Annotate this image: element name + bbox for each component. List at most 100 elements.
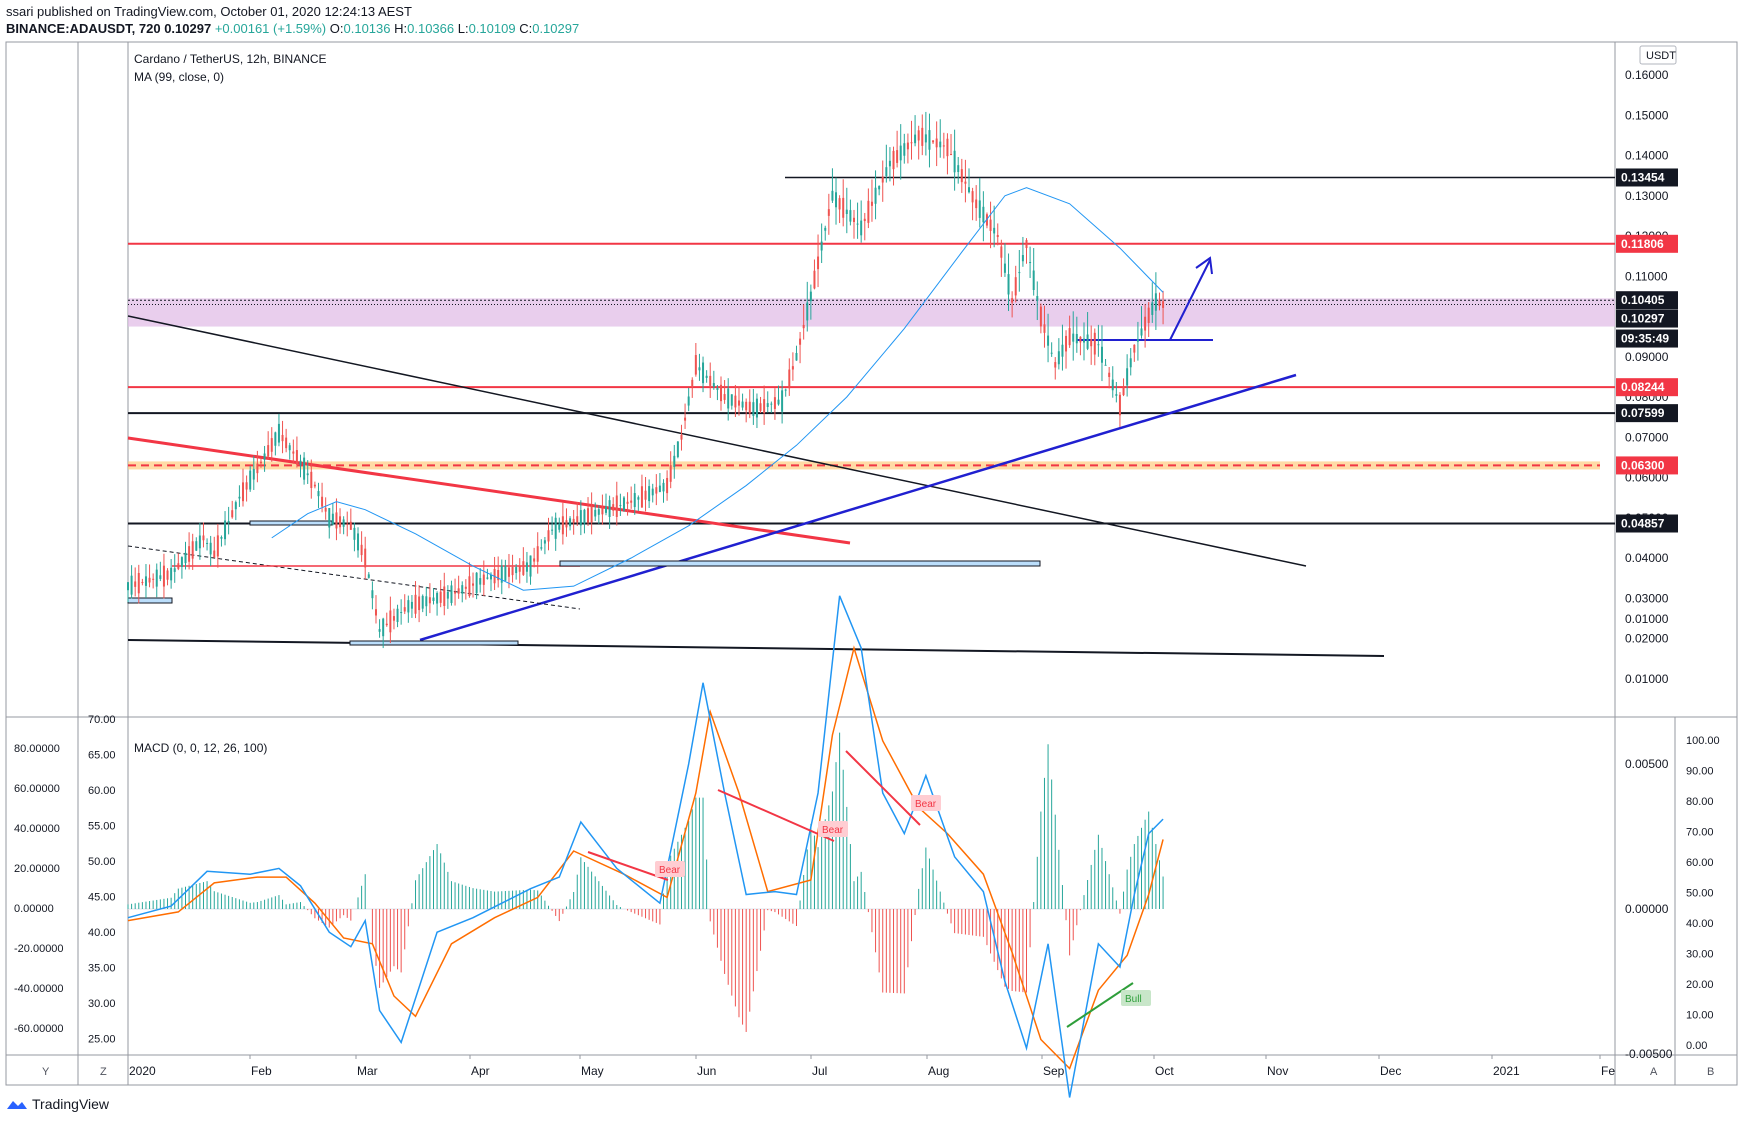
- candle-body: [658, 485, 661, 492]
- candle-body: [303, 457, 306, 480]
- candle-body: [245, 482, 248, 490]
- candle-body: [1032, 270, 1035, 290]
- candles: [127, 111, 1165, 649]
- candle-body: [1061, 344, 1064, 357]
- candle-body: [310, 471, 313, 488]
- candle-body: [874, 187, 877, 204]
- candle-body: [392, 616, 395, 621]
- candle-body: [249, 470, 252, 490]
- price-label-bg: [1616, 309, 1678, 328]
- candle-body: [842, 197, 845, 218]
- a-button[interactable]: A: [1650, 1066, 1658, 1078]
- far-right-axis-tick: 0.00: [1686, 1040, 1707, 1052]
- left-axis-tick-b: 45.00: [88, 892, 116, 904]
- candle-body: [795, 352, 798, 361]
- y-axis-button[interactable]: Y: [42, 1066, 50, 1078]
- bear-divergence-line: [845, 750, 921, 826]
- candle-body: [561, 516, 564, 535]
- open-label: O:: [329, 21, 344, 36]
- candle-body: [353, 527, 356, 540]
- candle-body: [870, 201, 873, 206]
- candle-body: [615, 495, 618, 517]
- z-button[interactable]: Z: [100, 1066, 107, 1078]
- candle-body: [813, 270, 816, 289]
- candle-body: [784, 389, 787, 391]
- price-label-bg: [1616, 456, 1678, 475]
- price-label: 09:35:49: [1621, 332, 1669, 346]
- close-label: C:: [519, 21, 533, 36]
- candle-body: [489, 574, 492, 580]
- candle-body: [950, 153, 953, 155]
- candle-body: [809, 291, 812, 302]
- candle-body: [932, 140, 935, 143]
- price-label: 0.11806: [1621, 237, 1664, 251]
- candle-body: [446, 591, 449, 599]
- last-price: 0.10297: [164, 21, 212, 36]
- bear-label-box: [655, 861, 685, 877]
- bear-label: Bear: [659, 865, 681, 876]
- far-right-axis-tick: 80.00: [1686, 796, 1714, 808]
- candle-body: [878, 186, 881, 190]
- time-axis-tick: 2020: [129, 1064, 156, 1078]
- red-downtrend-line: [127, 436, 851, 545]
- macd-axis-tick: 0.00500: [1625, 757, 1669, 771]
- candle-body: [195, 541, 198, 551]
- candle-body: [806, 302, 809, 321]
- footer-brand[interactable]: TradingView: [6, 1096, 109, 1112]
- symbol-name[interactable]: BINANCE:ADAUSDT, 720: [6, 21, 161, 36]
- candle-body: [860, 220, 863, 236]
- time-axis-tick: Oct: [1155, 1064, 1174, 1078]
- bull-label: Bull: [1125, 994, 1142, 1005]
- price-axis-tick: 0.03000: [1625, 591, 1669, 605]
- price-label-bg: [1616, 514, 1678, 533]
- candle-body: [155, 569, 158, 587]
- candle-body: [342, 519, 345, 527]
- price-label: 0.10297: [1621, 312, 1665, 326]
- b-button[interactable]: B: [1707, 1066, 1714, 1078]
- candle-body: [472, 583, 475, 586]
- bear-label-box: [911, 795, 941, 811]
- open-value: 0.10136: [343, 21, 391, 36]
- candle-body: [1079, 336, 1082, 343]
- high-value: 0.10366: [407, 21, 455, 36]
- candle-body: [1129, 358, 1132, 368]
- candle-body: [1136, 339, 1139, 342]
- candle-body: [921, 127, 924, 146]
- time-axis-tick: Feb: [251, 1064, 272, 1078]
- candle-body: [1065, 335, 1068, 352]
- candle-body: [928, 130, 931, 150]
- candle-body: [892, 150, 895, 170]
- candle-body: [820, 241, 823, 251]
- candle-body: [292, 451, 295, 454]
- left-axis-tick-b: 25.00: [88, 1034, 116, 1046]
- price-label: 0.07599: [1621, 406, 1665, 420]
- candle-body: [845, 209, 848, 215]
- candle-body: [766, 403, 769, 407]
- candle-body: [924, 134, 927, 143]
- candle-body: [432, 597, 435, 601]
- candle-body: [601, 507, 604, 515]
- candle-body: [339, 516, 342, 528]
- candle-body: [479, 578, 482, 585]
- candle-body: [328, 508, 331, 528]
- candle-body: [220, 537, 223, 539]
- candle-body: [777, 399, 780, 405]
- left-axis-tick-a: -20.00000: [14, 943, 64, 955]
- candle-body: [1154, 293, 1157, 311]
- price-change: +0.00161 (+1.59%): [214, 21, 327, 36]
- candle-body: [558, 523, 561, 530]
- candle-body: [1122, 386, 1125, 396]
- candle-body: [159, 575, 162, 579]
- candle-body: [791, 366, 794, 370]
- candle-body: [960, 169, 963, 183]
- long-downtrend-line: [127, 315, 1307, 567]
- dotted-channel-line: [127, 545, 581, 610]
- candle-body: [180, 557, 183, 567]
- macd-histogram: [127, 732, 1164, 1032]
- footer-brand-label: TradingView: [32, 1096, 110, 1112]
- candle-body: [712, 383, 715, 387]
- far-right-axis-tick: 90.00: [1686, 766, 1714, 778]
- ma-legend: MA (99, close, 0): [134, 70, 224, 84]
- candle-body: [662, 482, 665, 492]
